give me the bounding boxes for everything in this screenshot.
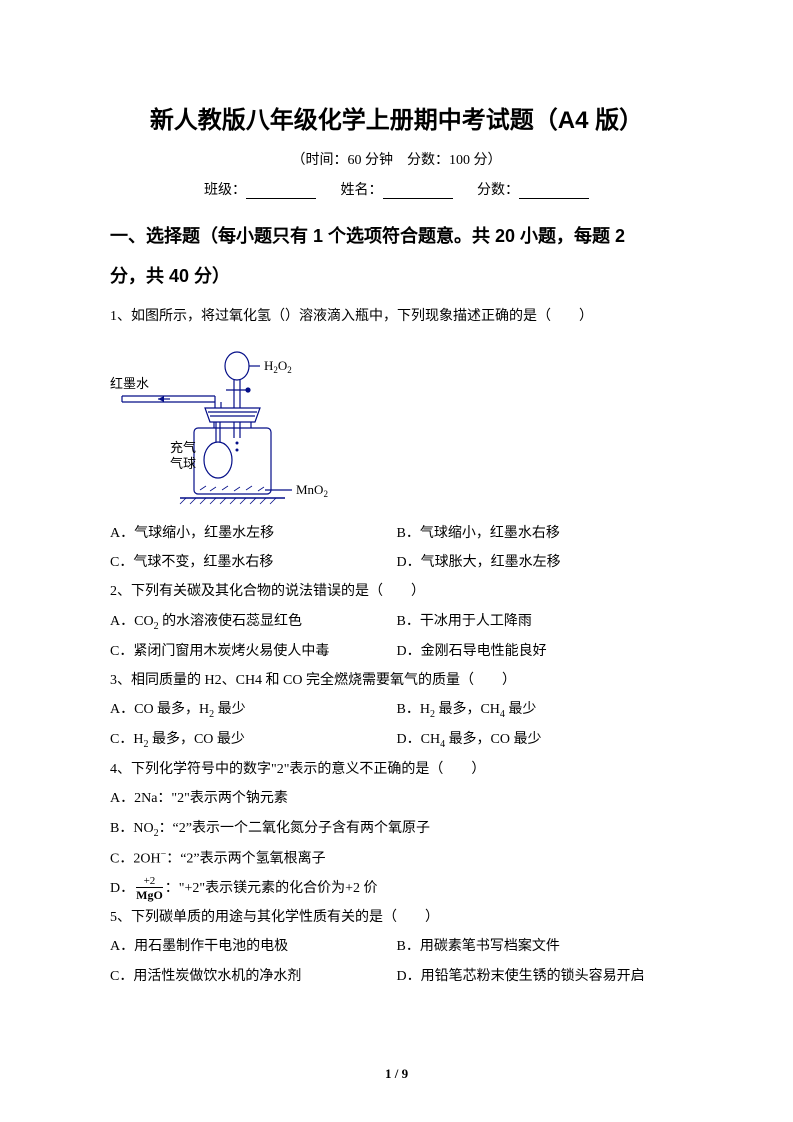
q4-d: D．+2MgO："+2"表示镁元素的化合价为+2 价 (110, 874, 683, 903)
q3-a: A．CO 最多，H2 最少 (110, 695, 397, 725)
fig-label-mno2: MnO2 (296, 482, 328, 499)
q2-b: B．干冰用于人工降雨 (397, 607, 684, 637)
q5-d: D．用铅笔芯粉末使生锈的锁头容易开启 (397, 962, 684, 991)
blank-name[interactable] (383, 185, 453, 199)
q1-b: B．气球缩小，红墨水右移 (397, 519, 684, 548)
q3-c: C．H2 最多，CO 最少 (110, 725, 397, 755)
q1-options: A．气球缩小，红墨水左移 B．气球缩小，红墨水右移 C．气球不变，红墨水右移 D… (110, 519, 683, 578)
q1-figure: 红墨水 H2O2 充气 气球 MnO2 (110, 338, 683, 513)
q1-c: C．气球不变，红墨水右移 (110, 548, 397, 577)
q4-c: C．2OH−：“2”表示两个氢氧根离子 (110, 844, 683, 874)
q2-options: A．CO2 的水溶液使石蕊显红色 B．干冰用于人工降雨 C．紧闭门窗用木炭烤火易… (110, 607, 683, 666)
q2-d: D．金刚石导电性能良好 (397, 637, 684, 666)
q5-b: B．用碳素笔书写档案文件 (397, 932, 684, 961)
page-number: 1 / 9 (0, 1066, 793, 1082)
q4-a: A．2Na："2"表示两个钠元素 (110, 784, 683, 813)
fig-label-h2o2: H2O2 (264, 358, 292, 375)
q3-d: D．CH4 最多，CO 最少 (397, 725, 684, 755)
q5-text: 5、下列碳单质的用途与其化学性质有关的是（ ） (110, 903, 683, 932)
fig-label-balloon1: 充气 (170, 440, 196, 455)
blank-score[interactable] (519, 185, 589, 199)
label-name: 姓名： (341, 183, 383, 198)
q2-text: 2、下列有关碳及其化合物的说法错误的是（ ） (110, 577, 683, 606)
section-1-heading: 一、选择题（每小题只有 1 个选项符合题意。共 20 小题，每题 2 分，共 4… (110, 217, 683, 296)
subtitle-score: 分数：100 分） (407, 153, 502, 168)
label-score: 分数： (477, 183, 519, 198)
section-1-l1: 一、选择题（每小题只有 1 个选项符合题意。共 20 小题，每题 2 (110, 217, 683, 257)
q3-b: B．H2 最多，CH4 最少 (397, 695, 684, 725)
q4-options: A．2Na："2"表示两个钠元素 B．NO2：“2”表示一个二氧化氮分子含有两个… (110, 784, 683, 903)
q5-c: C．用活性炭做饮水机的净水剂 (110, 962, 397, 991)
q1-a: A．气球缩小，红墨水左移 (110, 519, 397, 548)
q1-d: D．气球胀大，红墨水左移 (397, 548, 684, 577)
q4-b: B．NO2：“2”表示一个二氧化氮分子含有两个氧原子 (110, 814, 683, 844)
label-class: 班级： (204, 183, 246, 198)
q5-options: A．用石墨制作干电池的电极 B．用碳素笔书写档案文件 C．用活性炭做饮水机的净水… (110, 932, 683, 991)
page-title: 新人教版八年级化学上册期中考试题（A4 版） (110, 100, 683, 135)
q3-options: A．CO 最多，H2 最少 B．H2 最多，CH4 最少 C．H2 最多，CO … (110, 695, 683, 755)
subtitle: （时间：60 分钟 分数：100 分） (110, 149, 683, 169)
mgo-fraction: +2MgO (136, 876, 163, 901)
q1-text: 1、如图所示，将过氧化氢（）溶液滴入瓶中，下列现象描述正确的是（ ） (110, 302, 683, 331)
fig-label-balloon2: 气球 (170, 456, 196, 471)
q2-c: C．紧闭门窗用木炭烤火易使人中毒 (110, 637, 397, 666)
section-1-l2: 分，共 40 分） (110, 257, 683, 297)
q2-a: A．CO2 的水溶液使石蕊显红色 (110, 607, 397, 637)
q4-text: 4、下列化学符号中的数字"2"表示的意义不正确的是（ ） (110, 755, 683, 784)
q3-text: 3、相同质量的 H2、CH4 和 CO 完全燃烧需要氧气的质量（ ） (110, 666, 683, 695)
blank-class[interactable] (246, 185, 316, 199)
q5-a: A．用石墨制作干电池的电极 (110, 932, 397, 961)
info-line: 班级： 姓名： 分数： (110, 179, 683, 199)
subtitle-time: （时间：60 分钟 (292, 153, 394, 168)
fig-label-ink: 红墨水 (110, 376, 149, 391)
